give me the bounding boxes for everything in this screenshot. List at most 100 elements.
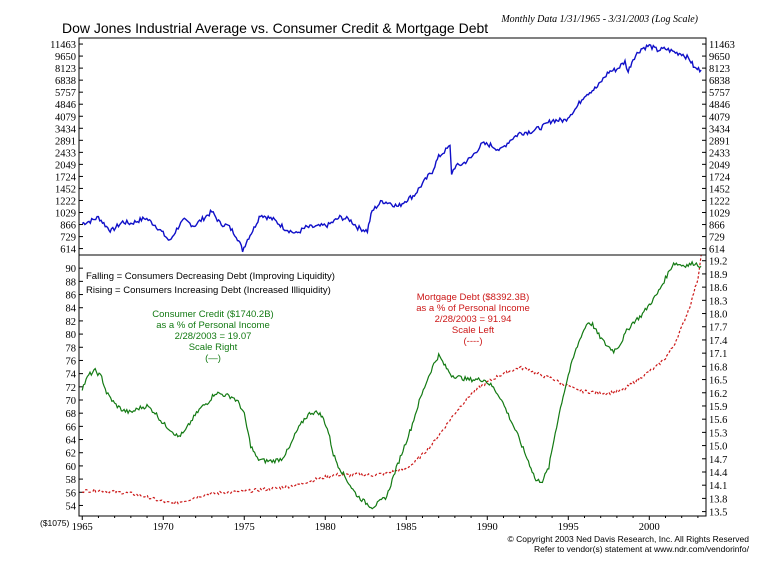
top-left-tick-label: 9650 bbox=[55, 52, 76, 63]
left-tick-label: 78 bbox=[66, 343, 77, 354]
right-tick-label: 18.6 bbox=[709, 283, 727, 294]
x-tick-label: 1965 bbox=[72, 522, 93, 533]
right-tick-label: 16.2 bbox=[709, 389, 727, 400]
top-left-tick-label: 6838 bbox=[55, 76, 76, 87]
right-tick-label: 19.2 bbox=[709, 257, 727, 268]
top-right-tick-label: 866 bbox=[709, 221, 725, 232]
top-left-tick-label: 1222 bbox=[55, 196, 76, 207]
credit-label-line-1: Consumer Credit ($1740.2B) bbox=[152, 309, 273, 320]
right-tick-label: 16.5 bbox=[709, 376, 727, 387]
right-tick-label: 17.1 bbox=[709, 349, 727, 360]
top-right-tick-label: 1222 bbox=[709, 196, 730, 207]
right-tick-label: 16.8 bbox=[709, 362, 727, 373]
left-tick-label: 70 bbox=[66, 396, 77, 407]
legend-note: Falling = Consumers Decreasing Debt (Imp… bbox=[86, 271, 335, 296]
right-tick-label: 18.3 bbox=[709, 296, 727, 307]
left-tick-label: 80 bbox=[66, 330, 77, 341]
top-right-tick-label: 8123 bbox=[709, 64, 730, 75]
x-tick-label: 1975 bbox=[234, 522, 255, 533]
top-left-tick-label: 2049 bbox=[55, 160, 76, 171]
footer-vendor-note: Refer to vendor(s) statement at www.ndr.… bbox=[534, 544, 750, 554]
x-tick-label: 2000 bbox=[639, 522, 660, 533]
top-right-tick-label: 4079 bbox=[709, 112, 730, 123]
left-tick-label: 60 bbox=[66, 462, 77, 473]
right-tick-label: 15.0 bbox=[709, 442, 727, 453]
left-tick-label: 66 bbox=[66, 422, 77, 433]
top-right-tick-label: 729 bbox=[709, 233, 725, 244]
mortgage-label-line-4: Scale Left bbox=[452, 325, 495, 336]
top-left-tick-label: 8123 bbox=[55, 64, 76, 75]
top-right-tick-label: 5757 bbox=[709, 88, 730, 99]
x-tick-label: 1990 bbox=[477, 522, 498, 533]
top-left-tick-label: 5757 bbox=[55, 88, 76, 99]
right-tick-label: 17.4 bbox=[709, 336, 728, 347]
credit-label-line-5: (—) bbox=[205, 353, 221, 364]
right-tick-label: 18.0 bbox=[709, 310, 727, 321]
bottom-panel-frame bbox=[78, 254, 707, 517]
top-right-tick-label: 11463 bbox=[709, 40, 735, 51]
top-left-tick-label: 866 bbox=[60, 221, 76, 232]
top-right-tick-label: 2049 bbox=[709, 160, 730, 171]
top-left-tick-label: 1452 bbox=[55, 184, 76, 195]
top-left-tick-label: 4846 bbox=[55, 100, 76, 111]
top-right-tick-label: 4846 bbox=[709, 100, 730, 111]
mortgage-label-line-5: (----) bbox=[464, 336, 483, 347]
mortgage-label-line-2: as a % of Personal Income bbox=[416, 303, 530, 314]
top-right-tick-label: 2433 bbox=[709, 148, 730, 159]
consumer-credit-line bbox=[81, 260, 702, 510]
left-tick-label: 54 bbox=[66, 501, 77, 512]
top-left-tick-label: 3434 bbox=[55, 124, 77, 135]
left-tick-label: 68 bbox=[66, 409, 77, 420]
mortgage-label-line-1: Mortgage Debt ($8392.3B) bbox=[417, 292, 529, 303]
top-right-tick-label: 3434 bbox=[709, 124, 731, 135]
top-left-tick-label: 4079 bbox=[55, 112, 76, 123]
left-tick-label: 84 bbox=[66, 304, 77, 315]
left-tick-label: 86 bbox=[66, 291, 77, 302]
left-tick-label: 64 bbox=[66, 436, 77, 447]
left-tick-label: 88 bbox=[66, 277, 77, 288]
dow-series bbox=[81, 43, 702, 253]
credit-label-line-3: 2/28/2003 = 19.07 bbox=[175, 331, 252, 342]
top-left-tick-label: 729 bbox=[60, 233, 76, 244]
right-tick-label: 14.7 bbox=[709, 455, 727, 466]
left-tick-label: 72 bbox=[66, 383, 77, 394]
right-tick-label: 17.7 bbox=[709, 323, 727, 334]
credit-label-line-2: as a % of Personal Income bbox=[156, 320, 270, 331]
left-tick-label: 74 bbox=[66, 370, 77, 381]
x-tick-label: 1980 bbox=[315, 522, 336, 533]
x-tick-label: 1995 bbox=[558, 522, 579, 533]
credit-label-line-4: Scale Right bbox=[189, 342, 238, 353]
left-tick-label: 82 bbox=[66, 317, 77, 328]
top-right-tick-label: 9650 bbox=[709, 52, 730, 63]
debt-series bbox=[81, 255, 702, 510]
top-left-tick-label: 2433 bbox=[55, 148, 76, 159]
chart-subtitle: Monthly Data 1/31/1965 - 3/31/2003 (Log … bbox=[500, 14, 698, 25]
footer-left-label: ($1075) bbox=[40, 518, 69, 528]
footer-copyright: © Copyright 2003 Ned Davis Research, Inc… bbox=[507, 534, 749, 544]
right-tick-label: 18.9 bbox=[709, 270, 727, 281]
mortgage-left-y-axis: 54 56 58 60 62 64 66 68 70 72 74 76 78 80 82 84 86 88 90 bbox=[66, 264, 83, 512]
legend-note-line-1: Falling = Consumers Decreasing Debt (Imp… bbox=[86, 271, 335, 282]
top-right-tick-label: 614 bbox=[709, 245, 726, 256]
consumer-credit-label: Consumer Credit ($1740.2B) as a % of Per… bbox=[152, 309, 273, 364]
top-left-tick-label: 1029 bbox=[55, 208, 76, 219]
legend-note-line-2: Rising = Consumers Increasing Debt (Incr… bbox=[86, 285, 331, 296]
credit-right-y-axis: 13.5 13.8 14.1 14.4 14.7 15.0 15.3 15.6 15.9 16.2… bbox=[702, 257, 728, 519]
mortgage-debt-label: Mortgage Debt ($8392.3B) as a % of Perso… bbox=[416, 292, 530, 347]
x-tick-label: 1985 bbox=[396, 522, 417, 533]
top-left-tick-label: 2891 bbox=[55, 136, 76, 147]
top-right-tick-label: 6838 bbox=[709, 76, 730, 87]
right-tick-label: 14.4 bbox=[709, 468, 728, 479]
right-tick-label: 13.5 bbox=[709, 508, 727, 519]
right-tick-label: 15.6 bbox=[709, 415, 727, 426]
left-tick-label: 56 bbox=[66, 488, 77, 499]
right-tick-label: 14.1 bbox=[709, 481, 727, 492]
left-tick-label: 90 bbox=[66, 264, 77, 275]
x-axis: 1965 1970 1975 1980 1985 1990 1995 2000 bbox=[72, 516, 699, 533]
right-tick-label: 15.3 bbox=[709, 428, 727, 439]
right-tick-label: 13.8 bbox=[709, 494, 727, 505]
x-tick-label: 1970 bbox=[153, 522, 174, 533]
left-tick-label: 58 bbox=[66, 475, 77, 486]
